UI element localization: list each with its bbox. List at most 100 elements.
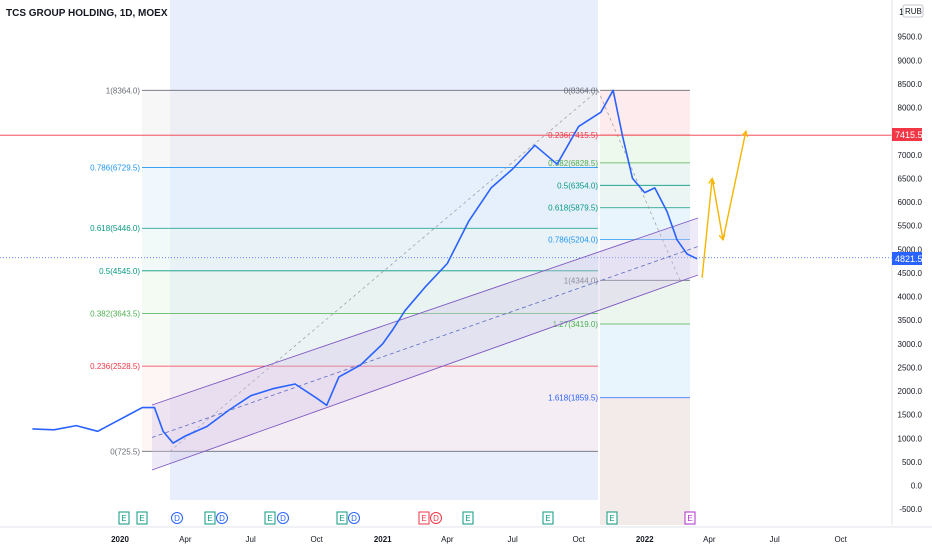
earnings-marker-box — [264, 511, 276, 525]
dividend-marker[interactable]: D — [348, 512, 360, 524]
event-marker-label: E — [465, 514, 470, 523]
earnings-marker-box — [462, 511, 474, 525]
dividend-marker[interactable]: D — [277, 512, 289, 524]
fib2-level-label: 0.5(6354.0) — [557, 181, 598, 190]
dividend-marker[interactable]: D — [430, 512, 442, 524]
last-price-badge-text: 4821.5 — [895, 254, 923, 264]
event-marker-label: E — [207, 514, 212, 523]
channel-lower-line — [151, 274, 699, 471]
time-tick-label: Apr — [179, 535, 192, 544]
projection-path[interactable] — [701, 129, 749, 278]
dividend-marker[interactable]: D — [216, 512, 228, 524]
fib2-level-label: 1(4344.0) — [564, 276, 599, 285]
price-tick-label: 9500.0 — [898, 33, 923, 42]
parallel-channel[interactable] — [151, 217, 699, 471]
last-price-badge: 4821.5 — [892, 252, 923, 265]
time-tick-label: Apr — [441, 535, 454, 544]
price-tick-label: 8500.0 — [898, 80, 923, 89]
earnings-marker[interactable]: E — [118, 511, 130, 525]
fib1-level-label: 0.382(3643.5) — [90, 309, 140, 318]
currency-badge[interactable] — [902, 4, 924, 18]
fib1-zone — [142, 167, 598, 229]
event-marker-label: D — [433, 514, 439, 523]
time-tick-label: 2020 — [111, 535, 129, 544]
event-marker-label: E — [267, 514, 272, 523]
event-marker-label: E — [545, 514, 550, 523]
earnings-marker-box — [336, 511, 348, 525]
earnings-marker-box — [118, 511, 130, 525]
dividend-marker[interactable]: D — [171, 512, 183, 524]
price-line — [32, 89, 698, 444]
fib2-level-label: 0(8364.0) — [564, 86, 599, 95]
fib1-level-label: 0(725.5) — [110, 447, 140, 456]
earnings-marker[interactable]: E — [542, 511, 554, 525]
price-tick-label: 5500.0 — [898, 222, 923, 231]
earnings-marker[interactable]: E — [264, 511, 276, 525]
projection-arrowhead — [718, 233, 726, 242]
fib2-zone — [600, 90, 690, 136]
dividend-marker-circle — [277, 512, 289, 524]
event-marker-label: D — [174, 514, 180, 523]
time-axis[interactable]: 2020 Apr Jul Oct 2021 Apr Jul Oct 2022 Apr Jul Oct — [0, 526, 932, 544]
dividend-marker-circle — [348, 512, 360, 524]
fib1-level-label: 0.5(4545.0) — [99, 267, 140, 276]
earnings-marker[interactable]: E — [204, 511, 216, 525]
earnings-marker-box — [136, 511, 148, 525]
price-tick-label: 9000.0 — [898, 56, 923, 65]
price-tick-label: -500.0 — [899, 505, 922, 514]
price-tick-label: 3500.0 — [898, 316, 923, 325]
level-price-badge-text: 7415.5 — [895, 130, 923, 140]
price-tick-label: 2500.0 — [898, 363, 923, 372]
fib1-level-label: 0.786(6729.5) — [90, 164, 140, 173]
earnings-marker[interactable]: E — [136, 511, 148, 525]
price-tick-label: 1500.0 — [898, 411, 923, 420]
dividend-marker-circle — [430, 512, 442, 524]
price-tick-label: 4000.0 — [898, 293, 923, 302]
fib2-zone — [600, 280, 690, 325]
earnings-marker[interactable]: E — [336, 511, 348, 525]
fib1-zone — [142, 90, 598, 168]
time-tick-label: Oct — [310, 535, 323, 544]
fib1-level-label: 0.236(2528.5) — [90, 362, 140, 371]
chart-title: TCS GROUP HOLDING, 1D, MOEX — [6, 8, 168, 19]
channel-fill — [152, 218, 698, 470]
event-marker-label: D — [219, 514, 225, 523]
fib1-zone — [142, 313, 598, 367]
event-marker-label: E — [421, 514, 426, 523]
earnings-marker[interactable]: E — [418, 511, 430, 525]
fib2-zone — [600, 185, 690, 208]
price-tick-label: 6500.0 — [898, 174, 923, 183]
price-series — [32, 89, 698, 444]
fib2-zone — [600, 135, 690, 163]
fib2-level-label: 0.786(5204.0) — [548, 236, 598, 245]
price-tick-label: 500.0 — [902, 458, 923, 467]
earnings-marker-box — [542, 511, 554, 525]
fib2-level-label: 1.27(3419.0) — [553, 320, 599, 329]
price-tick-label: 4500.0 — [898, 269, 923, 278]
event-marker-label: E — [687, 514, 692, 523]
event-marker-label: E — [609, 514, 614, 523]
earnings-marker[interactable]: E — [606, 511, 618, 525]
fib2-level-label: 0.618(5879.5) — [548, 204, 598, 213]
fib2-zone — [600, 162, 690, 186]
price-tick-label: 3000.0 — [898, 340, 923, 349]
channel-mid-line — [151, 246, 699, 438]
event-marker-label: E — [121, 514, 126, 523]
fib2-extension-zone — [600, 397, 690, 525]
time-tick-label: Jul — [770, 535, 780, 544]
drawing-backgrounds — [142, 0, 690, 525]
fib2-level-label: 1.618(1859.5) — [548, 394, 598, 403]
dividend-marker-circle — [171, 512, 183, 524]
fib1-zone — [142, 366, 598, 452]
currency-label: RUB — [905, 7, 922, 16]
time-tick-label: 2022 — [636, 535, 654, 544]
time-tick-label: Oct — [834, 535, 847, 544]
earnings-marker-box — [204, 511, 216, 525]
price-tick-label: 2000.0 — [898, 387, 923, 396]
earnings-marker[interactable]: E — [462, 511, 474, 525]
earnings-marker[interactable]: E — [684, 511, 696, 525]
price-tick-label: 5000.0 — [898, 245, 923, 254]
projection-arrowhead — [708, 177, 716, 185]
